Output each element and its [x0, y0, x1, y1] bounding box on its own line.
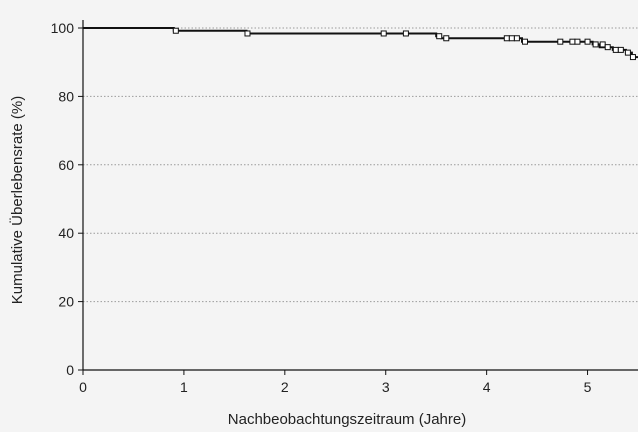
censor-marker — [629, 54, 636, 61]
censor-marker — [599, 41, 606, 48]
x-axis-ticks: 0 1 2 3 4 5 — [79, 370, 592, 395]
censor-marker — [584, 38, 591, 45]
y-tick-label: 20 — [58, 294, 74, 310]
censor-marker — [513, 35, 520, 42]
y-tick-label: 60 — [58, 157, 74, 173]
survival-step-line — [83, 27, 638, 59]
censor-marker — [592, 41, 599, 48]
y-axis-title: Kumulative Überlebensrate (%) — [8, 96, 26, 304]
censor-marker — [380, 30, 387, 37]
censor-marker — [503, 35, 510, 42]
censor-marker — [557, 38, 564, 45]
y-tick-label: 100 — [51, 20, 75, 36]
censor-marker — [569, 38, 576, 45]
censor-marker — [402, 30, 409, 37]
censor-marker — [244, 30, 251, 37]
x-tick-label: 2 — [281, 379, 289, 395]
x-tick-label: 3 — [382, 379, 390, 395]
survival-curve — [83, 27, 638, 59]
censor-marker — [574, 38, 581, 45]
grid-lines — [83, 27, 638, 303]
censor-marker — [521, 38, 528, 45]
censor-marker — [617, 46, 624, 53]
censor-marker — [624, 49, 631, 56]
x-tick-label: 4 — [483, 379, 491, 395]
censor-marker — [436, 33, 443, 40]
x-tick-label: 5 — [584, 379, 592, 395]
axes — [82, 20, 638, 371]
censor-marker — [443, 35, 450, 42]
censor-markers — [172, 27, 636, 61]
x-axis-title: Nachbeobachtungszeitraum (Jahre) — [228, 411, 466, 428]
censor-marker — [508, 35, 515, 42]
y-tick-label: 40 — [58, 225, 74, 241]
censor-marker — [604, 44, 611, 51]
x-tick-label: 0 — [79, 379, 87, 395]
y-tick-label: 0 — [66, 362, 74, 378]
censor-marker — [172, 27, 179, 34]
x-tick-label: 1 — [180, 379, 188, 395]
y-tick-label: 80 — [58, 88, 74, 104]
censor-marker — [612, 46, 619, 53]
y-axis-ticks: 0 20 40 60 80 100 — [51, 20, 83, 378]
